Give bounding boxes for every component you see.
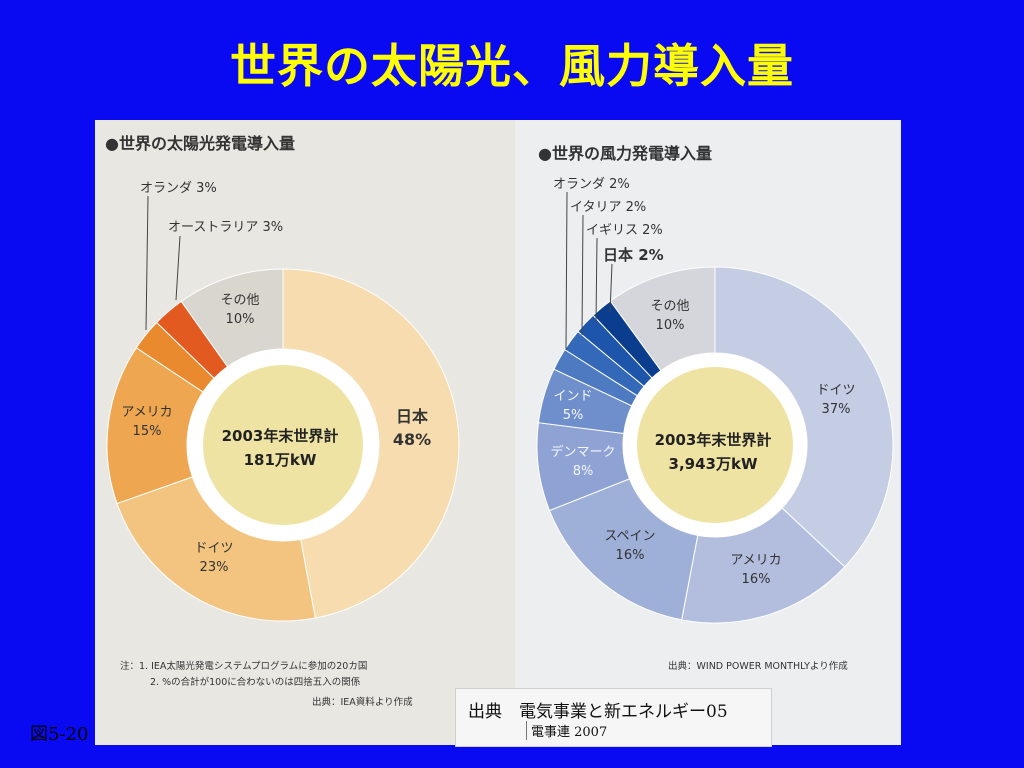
slide-title: 世界の太陽光、風力導入量	[230, 39, 794, 93]
figure-number: 図5-20	[30, 724, 89, 745]
wind-label-usa: アメリカ 16%	[730, 553, 782, 587]
wind-chart-title: ●世界の風力発電導入量	[538, 144, 712, 163]
wind-label-italy: イタリア 2%	[570, 200, 647, 215]
wind-label-uk: イギリス 2%	[586, 223, 663, 238]
solar-note-source: 出典：IEA資料より作成	[312, 697, 413, 708]
source-publisher: 電事連 2007	[526, 721, 607, 740]
wind-label-germany: ドイツ 37%	[816, 383, 856, 417]
solar-label-japan: 日本 48%	[392, 407, 432, 450]
wind-center-circle	[637, 367, 793, 523]
wind-label-japan: 日本 2%	[603, 246, 664, 264]
wind-label-others: その他 10%	[650, 299, 690, 333]
solar-note-2: 2. %の合計が100に合わないのは四捨五入の関係	[150, 677, 361, 688]
solar-center-circle	[203, 365, 363, 525]
solar-leader-australia	[175, 235, 181, 301]
solar-note-1: 注：1. IEA太陽光発電システムプログラムに参加の20カ国	[120, 661, 368, 672]
solar-label-netherlands: オランダ 3%	[140, 181, 217, 196]
wind-label-india: インド 5%	[553, 389, 593, 423]
wind-label-spain: スペイン 16%	[604, 529, 656, 563]
source-title: 出典 電気事業と新エネルギー05	[468, 702, 728, 722]
wind-leader-japan	[609, 263, 613, 313]
solar-pie-chart	[106, 195, 460, 622]
source-box: 出典 電気事業と新エネルギー05 電事連 2007	[455, 688, 772, 747]
solar-label-australia: オーストラリア 3%	[168, 220, 284, 235]
solar-label-usa: アメリカ 15%	[121, 405, 173, 439]
wind-label-denmark: デンマーク 8%	[550, 445, 616, 479]
solar-center-label: 2003年末世界計 181万kW	[221, 427, 339, 469]
wind-label-netherlands: オランダ 2%	[553, 177, 630, 192]
wind-center-label: 2003年末世界計 3,943万kW	[654, 431, 772, 473]
solar-chart-title: ●世界の太陽光発電導入量	[105, 134, 295, 153]
wind-leader-netherlands	[565, 191, 568, 351]
wind-leader-uk	[595, 237, 598, 323]
wind-pie-chart	[536, 191, 894, 624]
solar-label-others: その他 10%	[220, 293, 260, 327]
wind-note-source: 出典：WIND POWER MONTHLYより作成	[668, 661, 848, 672]
solar-label-germany: ドイツ 23%	[194, 541, 234, 575]
solar-leader-netherlands	[145, 195, 149, 331]
wind-leader-italy	[581, 214, 584, 336]
